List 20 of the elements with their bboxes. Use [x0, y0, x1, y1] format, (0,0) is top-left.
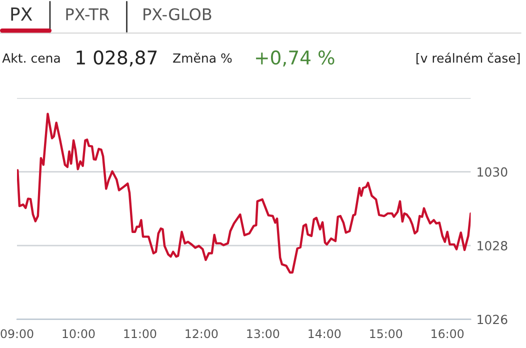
text: Změna %	[173, 52, 232, 63]
x-tick-label: 12:00	[186, 329, 218, 338]
x-tick-label: 09:00	[0, 329, 34, 338]
text: PX-TR	[66, 8, 110, 20]
text: +0,74 %	[256, 50, 334, 67]
text: PX-GLOB	[144, 8, 212, 20]
text: PX	[11, 7, 32, 21]
x-tick-label: 14:00	[308, 329, 341, 338]
text: 1 028,87	[76, 50, 157, 67]
y-tick-label: 1030	[478, 167, 508, 177]
y-tick-label: 1026	[478, 314, 508, 324]
x-tick-label: 16:00	[432, 329, 464, 338]
x-tick-label: 15:00	[370, 329, 402, 338]
text: [v reálném čase]	[416, 52, 520, 64]
y-tick-label: 1028	[478, 241, 508, 250]
x-tick-label: 13:00	[247, 329, 280, 338]
x-tick-label: 11:00	[124, 329, 156, 338]
text: Akt. cena	[2, 53, 60, 63]
x-tick-label: 10:00	[62, 329, 95, 338]
line-series	[17, 112, 471, 274]
